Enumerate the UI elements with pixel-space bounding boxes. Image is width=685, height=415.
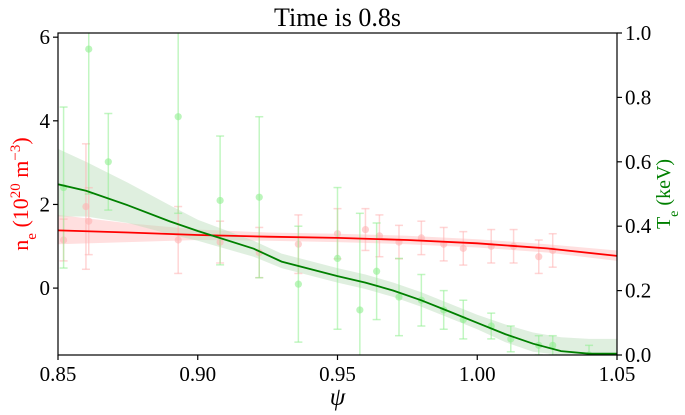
y-left-label-base: n — [8, 240, 33, 251]
y-right-tick-label: 0.0 — [625, 343, 651, 367]
te_data-point — [84, 33, 93, 195]
axes: 0.85 0.90 0.95 1.00 1.05 0 2 4 6 0.0 0.2 0.4 0.6 0.8 1… — [40, 21, 652, 386]
te_data-point — [174, 33, 183, 215]
te_fit-line — [58, 183, 617, 355]
y-right-tick-label: 0.6 — [625, 150, 651, 174]
x-axis-label: ψ — [330, 384, 346, 411]
y-right-label-base: T — [653, 217, 675, 229]
y-left-label-sub: e — [24, 233, 40, 240]
y-right-tick-label: 0.4 — [625, 214, 652, 238]
y-left-label-paren-close: ) — [8, 137, 33, 144]
ne_data-point — [548, 232, 557, 268]
te_data-point — [548, 334, 557, 355]
y-left-tick-label: 2 — [40, 192, 51, 216]
ne_data-point — [487, 228, 496, 264]
y-left-label-paren-open: (10 — [8, 198, 33, 233]
ne_data-point — [174, 205, 183, 275]
te_data-point — [216, 135, 225, 266]
x-tick-label: 1.00 — [459, 362, 496, 386]
te_data-point — [459, 299, 468, 340]
y-right-axis-label: Te (keV) — [653, 159, 682, 229]
ne_data-point — [81, 143, 90, 271]
ne_data-point — [394, 224, 403, 260]
chart-title: Time is 0.8s — [274, 3, 401, 32]
te_data-point — [333, 186, 342, 330]
y-left-label-sup1: 20 — [8, 183, 24, 198]
y-right-tick-label: 0.8 — [625, 85, 651, 109]
y-left-tick-label: 4 — [40, 109, 51, 133]
te_data-point — [355, 212, 364, 355]
ne_data-point — [84, 186, 93, 256]
x-tick-label: 0.85 — [40, 362, 77, 386]
ne_data-point — [439, 226, 448, 262]
y-left-axis-label: ne (1020 m−3) — [8, 137, 40, 250]
data-points — [59, 33, 594, 355]
ne_fit-line — [58, 229, 617, 257]
y-left-label-unit: m — [8, 161, 33, 184]
y-right-label-sub: e — [667, 211, 682, 217]
ne_data-point — [417, 220, 426, 256]
x-tick-label: 0.90 — [179, 362, 216, 386]
y-right-tick-label: 1.0 — [625, 21, 651, 45]
x-tick-label: 0.95 — [319, 362, 356, 386]
te_data-point — [294, 225, 303, 343]
y-right-label-rest: (keV) — [653, 159, 675, 211]
ne_data-point — [361, 207, 370, 252]
ne_data-point — [459, 230, 468, 266]
y-left-tick-label: 0 — [40, 276, 51, 300]
y-left-tick-label: 6 — [40, 25, 51, 49]
te_data-point — [394, 257, 403, 337]
te_data-point — [104, 112, 113, 211]
y-left-label-sup2: −3 — [8, 145, 24, 161]
y-right-tick-label: 0.2 — [625, 279, 651, 303]
te_data-point — [487, 312, 496, 340]
ne_data-point — [534, 239, 543, 275]
ne_data-point — [375, 214, 384, 258]
x-tick-label: 1.05 — [599, 362, 636, 386]
fit-lines — [58, 183, 617, 355]
